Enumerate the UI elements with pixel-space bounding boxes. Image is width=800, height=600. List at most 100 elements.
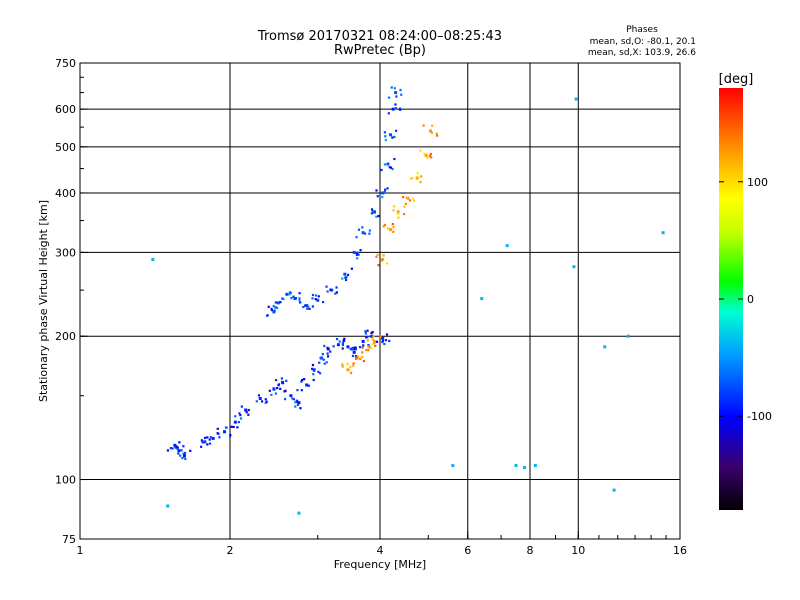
data-point bbox=[313, 369, 316, 372]
data-point bbox=[335, 337, 339, 341]
data-point bbox=[266, 314, 269, 317]
data-point bbox=[288, 293, 291, 296]
data-point bbox=[361, 231, 365, 235]
chart-title: Tromsø 20170321 08:24:00–08:25:43 bbox=[257, 29, 502, 44]
data-point bbox=[189, 449, 192, 452]
y-tick-label: 200 bbox=[55, 330, 76, 343]
data-point bbox=[264, 398, 267, 401]
data-point bbox=[379, 335, 382, 338]
data-point bbox=[298, 292, 301, 295]
data-point bbox=[177, 452, 180, 455]
data-point bbox=[350, 371, 353, 375]
data-point bbox=[302, 305, 305, 309]
data-point bbox=[296, 403, 300, 407]
y-tick-label: 750 bbox=[55, 57, 76, 70]
data-point bbox=[209, 436, 212, 439]
data-point bbox=[267, 305, 270, 308]
data-point bbox=[386, 187, 389, 190]
data-point bbox=[361, 346, 364, 349]
data-point bbox=[311, 305, 314, 308]
data-point bbox=[338, 340, 341, 343]
data-point bbox=[273, 306, 276, 309]
data-point bbox=[292, 295, 295, 298]
data-point bbox=[371, 338, 374, 341]
data-point bbox=[344, 278, 348, 282]
data-point bbox=[315, 294, 318, 297]
data-point bbox=[274, 301, 277, 304]
data-point bbox=[392, 226, 395, 229]
data-point bbox=[353, 346, 356, 349]
data-point bbox=[275, 306, 279, 309]
data-point bbox=[181, 457, 184, 460]
data-point bbox=[283, 397, 287, 401]
data-point bbox=[204, 440, 207, 444]
data-point bbox=[270, 393, 273, 396]
y-axis-label: Stationary phase Virtual Height [km] bbox=[37, 200, 50, 402]
data-point bbox=[358, 345, 362, 349]
data-point bbox=[355, 252, 358, 255]
data-point bbox=[405, 196, 408, 199]
data-point bbox=[276, 301, 280, 305]
data-point bbox=[370, 334, 374, 338]
data-point bbox=[362, 359, 366, 363]
data-point bbox=[368, 229, 371, 232]
data-point bbox=[383, 163, 387, 166]
data-point bbox=[346, 368, 350, 372]
data-point bbox=[223, 430, 227, 434]
data-point bbox=[291, 397, 294, 400]
data-point bbox=[332, 345, 335, 348]
data-point bbox=[228, 435, 232, 438]
data-point bbox=[294, 297, 298, 300]
data-point bbox=[411, 176, 414, 180]
data-point bbox=[238, 412, 241, 415]
data-point bbox=[326, 347, 330, 351]
data-point bbox=[361, 339, 365, 343]
data-point bbox=[354, 355, 358, 358]
y-tick-label: 400 bbox=[55, 187, 76, 200]
data-point bbox=[247, 413, 250, 416]
data-point bbox=[239, 417, 243, 420]
data-point bbox=[201, 441, 204, 444]
data-point bbox=[375, 189, 378, 192]
data-point bbox=[264, 401, 267, 405]
data-point bbox=[311, 297, 314, 300]
data-point bbox=[303, 378, 306, 381]
data-point bbox=[370, 212, 374, 215]
data-point bbox=[376, 253, 379, 257]
data-point bbox=[408, 199, 412, 202]
data-point bbox=[386, 227, 390, 230]
data-point bbox=[352, 364, 355, 368]
data-point bbox=[351, 354, 355, 358]
data-point bbox=[365, 348, 368, 352]
data-point bbox=[352, 250, 356, 254]
x-tick-label: 16 bbox=[673, 544, 687, 557]
data-point bbox=[404, 202, 407, 205]
data-point bbox=[171, 447, 174, 450]
data-point bbox=[314, 298, 317, 301]
data-point bbox=[359, 357, 362, 361]
data-point bbox=[208, 438, 211, 441]
data-point bbox=[371, 342, 374, 346]
data-point bbox=[312, 373, 315, 376]
data-point bbox=[373, 339, 377, 343]
data-point bbox=[318, 361, 321, 364]
data-point bbox=[366, 329, 369, 332]
data-point bbox=[346, 273, 350, 276]
data-point bbox=[276, 387, 279, 390]
data-point bbox=[265, 400, 268, 403]
data-point bbox=[523, 465, 527, 469]
data-point bbox=[350, 267, 353, 270]
data-point bbox=[260, 400, 264, 403]
data-point bbox=[364, 332, 368, 335]
data-point bbox=[383, 190, 386, 194]
data-point bbox=[384, 135, 387, 138]
data-point bbox=[370, 347, 373, 350]
stats-line-x: mean, sd,X: 103.9, 26.6 bbox=[588, 48, 696, 58]
data-point bbox=[352, 350, 356, 354]
data-point bbox=[341, 365, 344, 368]
x-tick-label: 8 bbox=[527, 544, 534, 557]
data-point bbox=[399, 108, 402, 111]
data-point bbox=[310, 367, 314, 370]
data-point bbox=[341, 363, 344, 366]
data-point bbox=[321, 353, 324, 356]
